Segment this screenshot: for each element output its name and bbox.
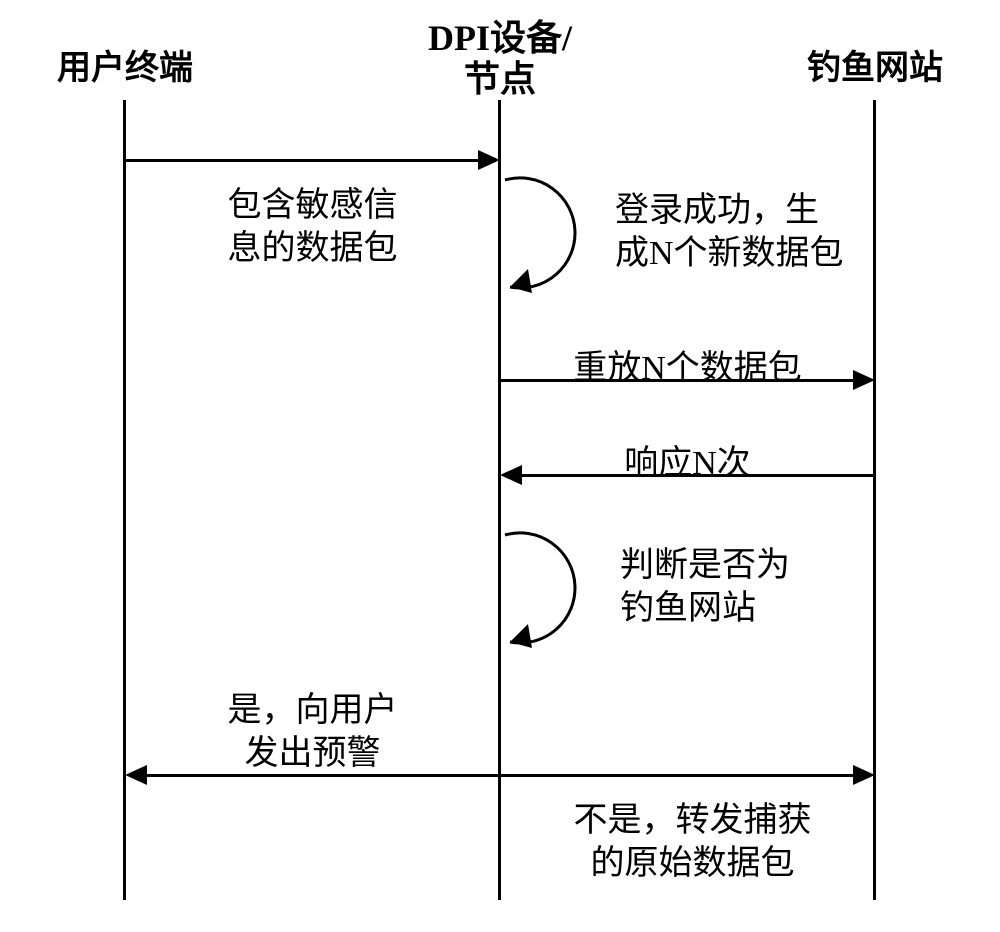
msg-warn-label-1: 是，向用户 [228,692,398,729]
participant-dpi-label-1: DPI设备/ [428,18,572,58]
msg-response-label: 响应N次 [520,435,855,484]
msg-sensitive-packet-label-2: 息的数据包 [228,230,398,267]
msg-sensitive-packet-line [126,159,478,162]
self-loop-judge-label: 判断是否为 钓鱼网站 [620,545,900,630]
self-loop-judge [500,530,630,675]
msg-sensitive-packet-label: 包含敏感信 息的数据包 [170,185,455,270]
msg-replay-label: 重放N个数据包 [520,340,855,389]
participant-user-label: 用户终端 [57,50,193,87]
msg-forward-label: 不是，转发捕获 的原始数据包 [520,800,865,885]
self-loop-login-label-1: 登录成功，生 [615,192,819,229]
participant-dpi-label-2: 节点 [464,59,536,99]
msg-forward-label-1: 不是，转发捕获 [574,802,812,839]
participant-user-terminal: 用户终端 [30,40,220,89]
self-loop-login-arc-icon [500,175,630,315]
msg-warn-arrow [125,765,147,785]
msg-warn-label: 是，向用户 发出预警 [170,690,455,775]
self-loop-login-label-2: 成N个新数据包 [615,235,844,272]
participant-dpi-node: DPI设备/ 节点 [400,18,600,101]
self-loop-judge-arc-icon [500,530,630,670]
msg-replay-text: 重放N个数据包 [573,350,802,387]
msg-forward-label-2: 的原始数据包 [591,845,795,882]
msg-sensitive-packet-arrow [478,150,500,170]
participant-phishing-label: 钓鱼网站 [807,50,943,87]
self-loop-judge-label-1: 判断是否为 [620,547,790,584]
msg-response-arrow [500,465,522,485]
msg-forward-line [501,774,853,777]
msg-warn-label-2: 发出预警 [245,735,381,772]
participant-phishing-site: 钓鱼网站 [780,40,970,89]
msg-replay-arrow [853,370,875,390]
msg-sensitive-packet-label-1: 包含敏感信 [228,187,398,224]
msg-forward-arrow [853,765,875,785]
self-loop-judge-label-2: 钓鱼网站 [620,590,756,627]
msg-response-text: 响应N次 [624,445,751,482]
self-loop-login-label: 登录成功，生 成N个新数据包 [615,190,945,275]
self-loop-login-success [500,175,630,320]
